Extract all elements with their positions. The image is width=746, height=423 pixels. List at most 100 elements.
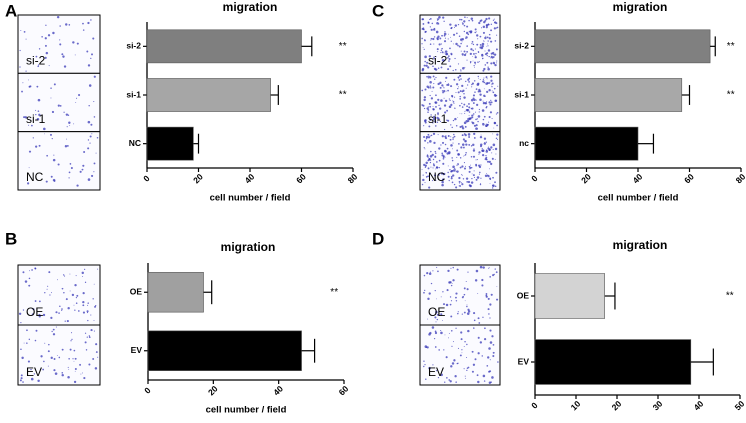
cell-dot <box>485 26 488 29</box>
cell-dot <box>448 379 451 381</box>
cell-dot <box>452 137 454 139</box>
cell-dot <box>445 80 446 82</box>
cell-dot <box>474 28 477 31</box>
cell-dot <box>468 106 471 109</box>
cell-dot <box>47 365 49 367</box>
cell-dot <box>478 153 480 155</box>
cell-dot <box>461 22 463 23</box>
cell-dot <box>492 51 495 55</box>
cell-dot <box>35 113 37 116</box>
x-tick-label: 80 <box>346 171 360 185</box>
image-label: EV <box>428 365 444 379</box>
cell-dot <box>434 125 437 127</box>
cell-dot <box>441 152 443 155</box>
cell-dot <box>467 133 471 136</box>
cell-dot <box>496 298 499 301</box>
cell-dot <box>429 140 432 143</box>
cell-dot <box>457 312 459 315</box>
cell-dot <box>479 90 482 93</box>
cell-dot <box>438 166 440 169</box>
cell-dot <box>442 157 445 160</box>
cell-dot <box>69 273 71 275</box>
cell-dot <box>65 23 68 26</box>
cell-dot <box>460 69 462 71</box>
cell-dot <box>25 38 27 40</box>
cell-dot <box>466 312 470 315</box>
cell-dot <box>463 311 466 314</box>
x-tick-label: 0 <box>529 400 540 411</box>
cell-dot <box>447 135 450 137</box>
cell-dot <box>79 170 82 173</box>
cell-dot <box>470 167 473 169</box>
cell-dot <box>495 271 498 274</box>
cell-dot <box>492 184 494 187</box>
cell-dot <box>464 300 466 302</box>
cell-dot <box>21 356 24 360</box>
cell-dot <box>446 147 449 150</box>
cell-dot <box>435 161 438 163</box>
x-tick-label: 0 <box>142 385 153 396</box>
cell-dot <box>488 168 490 170</box>
cell-dot <box>474 91 476 93</box>
cell-dot <box>442 91 444 94</box>
cell-dot <box>480 19 483 22</box>
cell-dot <box>455 381 457 383</box>
cell-dot <box>450 284 453 287</box>
cell-dot <box>453 135 456 138</box>
cell-dot <box>471 19 474 22</box>
cell-dot <box>477 51 480 53</box>
cell-dot <box>466 59 468 61</box>
cell-dot <box>50 356 53 360</box>
cell-dot <box>465 377 467 379</box>
cell-dot <box>471 86 473 88</box>
micrograph <box>17 14 101 74</box>
cell-dot <box>463 162 466 164</box>
cell-dot <box>75 275 77 277</box>
cell-dot <box>424 289 426 292</box>
cell-dot <box>466 105 468 108</box>
cell-dot <box>463 53 467 57</box>
cell-dot <box>473 137 476 139</box>
cell-dot <box>43 360 45 363</box>
cell-dot <box>471 82 474 85</box>
cell-dot <box>432 180 434 182</box>
cell-dot <box>476 128 478 130</box>
cell-dot <box>430 150 432 153</box>
cell-dot <box>19 49 21 52</box>
cell-dot <box>444 50 448 53</box>
cell-dot <box>435 166 439 169</box>
cell-dot <box>455 83 459 86</box>
cell-dot <box>23 30 26 33</box>
cell-dot <box>434 331 438 335</box>
cell-dot <box>421 37 423 40</box>
cell-dot <box>97 356 99 358</box>
cell-dot <box>445 356 448 359</box>
cell-dot <box>455 327 457 329</box>
cell-dot <box>20 374 23 377</box>
cell-dot <box>483 40 484 42</box>
cell-dot <box>36 117 40 121</box>
micrograph <box>419 131 501 191</box>
cell-dot <box>90 123 93 126</box>
cell-dot <box>38 144 41 147</box>
cell-dot <box>481 355 484 357</box>
cell-dot <box>461 349 463 351</box>
micrograph <box>17 324 101 386</box>
cell-dot <box>491 157 494 160</box>
cell-dot <box>50 292 52 294</box>
cell-dot <box>482 31 486 34</box>
cell-dot <box>485 123 487 125</box>
cell-dot <box>426 61 429 64</box>
cell-dot <box>423 147 425 149</box>
cell-dot <box>429 118 432 121</box>
cell-dot <box>20 322 22 324</box>
cell-dot <box>21 90 23 93</box>
cell-dot <box>427 111 429 113</box>
x-tick-label: 20 <box>610 398 624 412</box>
cell-dot <box>466 304 468 306</box>
cell-dot <box>437 82 440 86</box>
cell-dot <box>452 266 454 269</box>
cell-dot <box>449 138 452 141</box>
cell-dot <box>443 97 445 99</box>
cell-dot <box>494 268 496 270</box>
